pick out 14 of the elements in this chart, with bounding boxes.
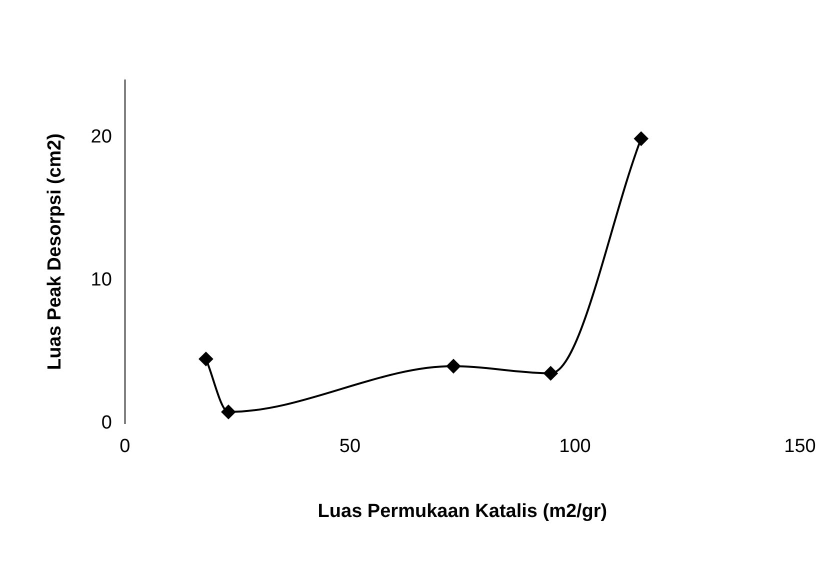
y-tick-label: 20	[90, 126, 112, 148]
x-tick-label: 150	[784, 436, 816, 458]
point	[198, 352, 213, 366]
y-axis-title: Luas Peak Desorpsi (cm2)	[44, 133, 66, 370]
y-tick-label: 10	[90, 270, 112, 291]
point	[634, 132, 648, 146]
point	[221, 404, 236, 419]
x-tick-label: 50	[339, 436, 361, 458]
x-tick-label: 0	[120, 436, 130, 458]
y-tick-label: 0	[101, 412, 112, 434]
point	[446, 359, 460, 374]
x-tick-label: 100	[559, 436, 591, 458]
x-axis-title: Luas Permukaan Katalis (m2/gr)	[318, 500, 608, 522]
point	[544, 366, 558, 380]
